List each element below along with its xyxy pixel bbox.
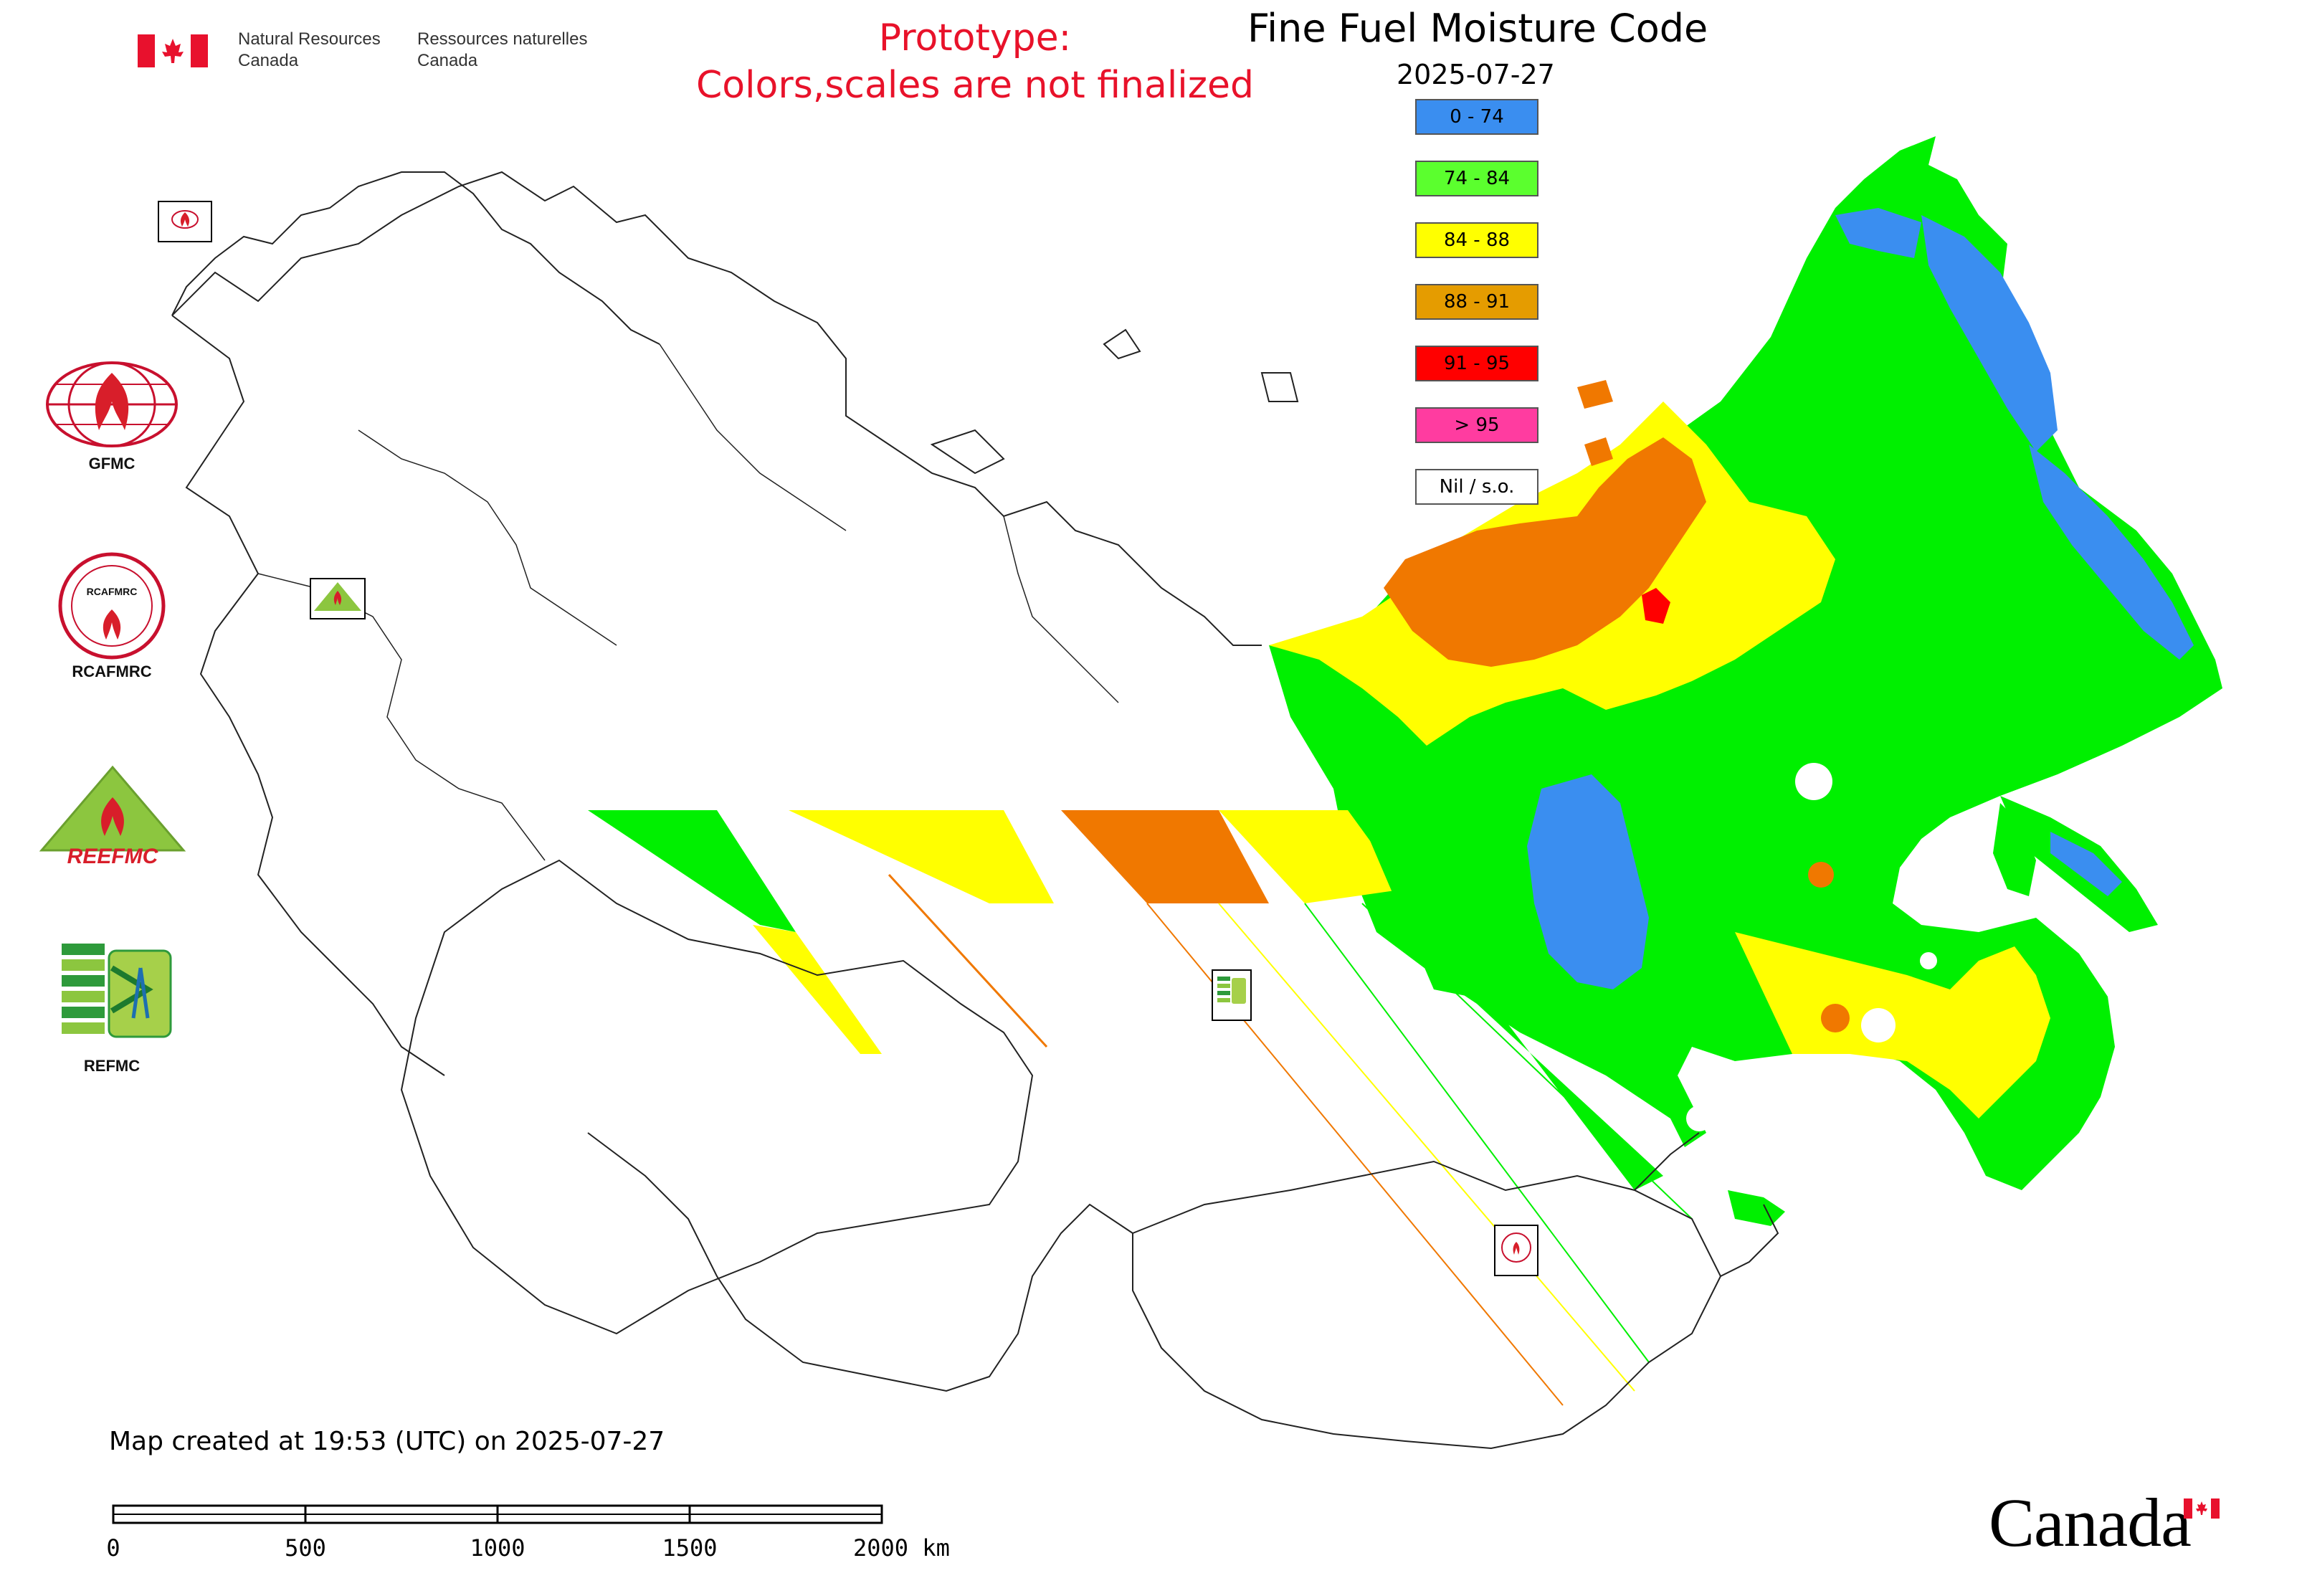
scale-tick-1500: 1500 [662,1534,718,1562]
legend-label: 0 - 74 [1450,106,1504,128]
nil-hole-2 [1861,1008,1896,1042]
nil-hole-4 [1920,952,1937,969]
gfmc-map-marker [158,201,212,242]
rcafmrc-marker-icon [1501,1232,1531,1263]
scale-tick-1000: 1000 [470,1534,525,1562]
refmc-label: REFMC [83,1057,141,1075]
zone-blue-northeast [1921,215,2058,452]
map-title: Fine Fuel Moisture Code [1247,6,1708,51]
zone-blue-coast [2029,445,2194,660]
legend-item-84-88: 84 - 88 [1415,222,1538,258]
inner-boundary-1 [257,573,546,861]
inner-boundary-3 [659,343,847,531]
legend-item-74-84: 74 - 84 [1415,161,1538,196]
legend-label: 84 - 88 [1443,229,1511,251]
prototype-line2: Colors,scales are not finalized [695,64,1255,107]
western-border [171,315,445,1076]
russia-outline [171,171,1262,646]
reefmc-logo-icon [39,765,186,852]
legend-label: 74 - 84 [1443,168,1511,189]
legend-item-91-95: 91 - 95 [1415,346,1538,381]
canada-wordmark: Canada [1989,1484,2192,1561]
legend-label: 91 - 95 [1443,353,1511,374]
zone-orange-north [1384,437,1706,667]
legend-label: > 95 [1454,414,1500,436]
department-en-line1: Natural Resources [238,29,381,49]
scale-bar [112,1504,883,1524]
zone-green-main [1269,136,2222,1190]
rcafmrc-logo-icon: RCAFMRC [58,552,166,660]
zone-sakhalin [1993,803,2036,896]
scale-tick-500: 500 [285,1534,326,1562]
kazakhstan-outline [400,859,1034,1335]
refmc-marker-icon [1217,977,1246,1004]
reefmc-marker-icon [314,582,361,611]
nil-hole-3 [1686,1106,1712,1131]
gfmc-logo-block: GFMC [40,358,184,473]
arctic-island-1 [930,429,1005,475]
department-name-fr: Ressources naturelles Canada [417,29,587,72]
rcafmrc-map-marker [1494,1225,1538,1276]
central-asia-outline [587,1132,1133,1392]
map-created-timestamp: Map created at 19:53 (UTC) on 2025-07-27 [109,1427,665,1456]
northwest-coast [171,171,660,345]
legend-item-nil: Nil / s.o. [1415,469,1538,505]
legend-label: Nil / s.o. [1439,476,1515,498]
zone-orange-islands [1577,380,1613,466]
map-date: 2025-07-27 [1397,59,1555,90]
zone-red-hotspot [1642,588,1670,624]
zone-blue-north [1835,208,1921,258]
refmc-map-marker [1212,969,1252,1021]
arctic-island-2 [1103,328,1141,360]
legend-item-gt-95: > 95 [1415,407,1538,443]
mongolia-outline [1132,1160,1722,1450]
refmc-logo-block: REFMC [40,939,184,1075]
inner-boundary-2 [358,429,617,646]
gfmc-logo-icon [46,361,178,447]
reefmc-wordmark: REEFMC [67,845,158,868]
department-en-line2: Canada [238,51,299,70]
china-border [1634,1132,1779,1277]
gfmc-marker-icon [171,210,199,229]
admin-boundaries [171,171,1779,1450]
nil-hole-1 [1795,763,1832,800]
gfmc-label: GFMC [88,455,135,472]
department-fr-line2: Canada [417,51,478,70]
zone-orange-spot-1 [1808,862,1834,888]
ffmc-raster [588,136,2222,1406]
streak-artifacts [588,789,1693,1406]
zone-island-south [1728,1190,1785,1226]
legend-item-0-74: 0 - 74 [1415,99,1538,135]
reefmc-map-marker [310,578,366,619]
department-fr-line1: Ressources naturelles [417,29,588,49]
rcafmrc-logo-block: RCAFMRC RCAFMRC [40,552,184,681]
legend-label: 88 - 91 [1443,291,1511,313]
reefmc-logo-block: REEFMC [37,764,188,872]
prototype-line1: Prototype: [878,16,1072,60]
canada-flag-logo [138,34,208,67]
department-name-en: Natural Resources Canada [238,29,381,72]
prototype-notice: Prototype: Colors,scales are not finaliz… [667,14,1283,109]
svg-text:RCAFMRC: RCAFMRC [87,586,138,597]
rcafmrc-label: RCAFMRC [72,662,152,680]
scale-tick-0: 0 [106,1534,120,1562]
arctic-island-3 [1260,372,1299,402]
zone-blue-central [1527,774,1649,989]
zone-blue-kamchatka [2050,832,2122,896]
zone-orange-spot-2 [1821,1004,1850,1032]
canada-wordmark-flag-icon [2184,1498,2220,1519]
scale-tick-2000: 2000 km [853,1534,950,1562]
refmc-logo-icon [62,944,172,1038]
inner-boundary-4 [1003,516,1119,703]
legend-item-88-91: 88 - 91 [1415,284,1538,320]
